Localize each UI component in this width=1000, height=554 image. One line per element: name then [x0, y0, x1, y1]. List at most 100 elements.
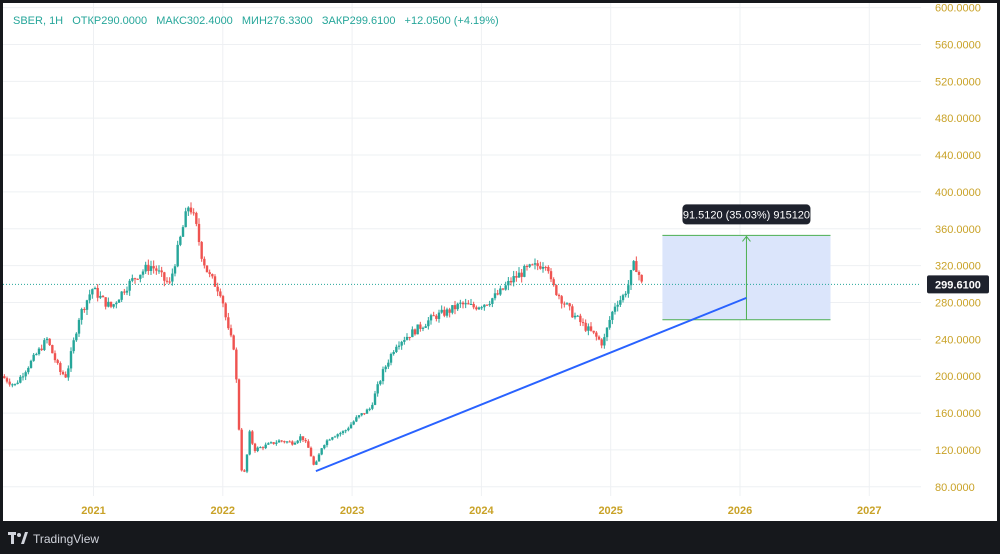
candle-body [235, 349, 238, 380]
candle-body [363, 413, 366, 415]
candle [547, 265, 550, 274]
candle [64, 371, 67, 378]
candle [195, 211, 198, 227]
candle-body [512, 276, 515, 283]
candle-body [461, 302, 465, 305]
candle-body [440, 309, 443, 313]
candle [440, 305, 443, 314]
candle [141, 269, 145, 278]
candle [499, 285, 502, 296]
price-tick-label: 80.0000 [935, 482, 975, 494]
candle-body [176, 244, 179, 267]
candle [83, 307, 86, 313]
price-tick-label: 360.0000 [935, 224, 981, 236]
candle [149, 260, 153, 275]
symbol-label[interactable]: SBER, 1H [13, 15, 64, 27]
candle-body [195, 212, 198, 224]
candle-body [328, 439, 331, 441]
candle-body [160, 270, 163, 273]
candle [424, 323, 427, 328]
candle [37, 347, 41, 356]
candle-body [549, 271, 553, 280]
candle [229, 324, 233, 338]
candle-body [629, 270, 633, 286]
candle-body [163, 272, 166, 281]
candle [629, 269, 633, 290]
candle-body [573, 315, 577, 318]
candle-body [264, 444, 267, 449]
candle [72, 337, 75, 354]
candle-body [493, 293, 497, 299]
candle [552, 277, 555, 287]
candle [517, 267, 521, 278]
time-axis[interactable]: 2021 2022 2023 2024 2025 2026 2027 [81, 505, 881, 517]
candle-body [208, 272, 211, 275]
candle-body [317, 454, 321, 462]
candle [205, 265, 209, 273]
candle [491, 297, 494, 308]
candle-body [179, 236, 182, 245]
candle [203, 256, 206, 269]
candle-body [157, 270, 161, 272]
candle [251, 430, 254, 446]
candle [91, 288, 94, 299]
candle [168, 277, 171, 285]
candle-body [451, 305, 454, 313]
candle [397, 341, 401, 350]
candle [403, 336, 406, 345]
candle [512, 270, 515, 287]
candle [269, 441, 273, 444]
candle-body [35, 354, 38, 356]
year-tick-label: 2022 [211, 505, 235, 517]
candle [181, 225, 185, 237]
candle [445, 307, 449, 318]
candle-body [483, 304, 486, 308]
candle [296, 439, 299, 444]
candle [568, 302, 571, 311]
candle [237, 378, 241, 431]
price-axis[interactable]: 80.0000 120.0000 160.0000 200.0000 240.0000 2… [927, 3, 989, 494]
candle-body [392, 351, 395, 355]
candle-body [571, 306, 574, 318]
candle-body [456, 303, 459, 310]
trendline[interactable] [315, 296, 747, 473]
year-tick-label: 2025 [598, 505, 622, 517]
candle-body [331, 437, 334, 440]
year-tick-label: 2027 [857, 505, 881, 517]
candle-body [603, 337, 606, 346]
candle-body [435, 315, 438, 319]
candle [139, 274, 142, 283]
candle [355, 415, 358, 423]
candle [325, 439, 329, 448]
candle-body [299, 436, 302, 441]
candle [77, 317, 81, 337]
candle-body [613, 306, 617, 312]
candle-body [531, 264, 534, 266]
measure-tool[interactable]: 91.5120 (35.03%) 915120 [662, 204, 831, 321]
candle [331, 436, 334, 441]
price-tick-label: 560.0000 [935, 39, 981, 51]
candle [515, 271, 518, 282]
tradingview-logo-icon[interactable] [8, 532, 28, 546]
candle [173, 264, 177, 277]
candle-body [475, 307, 478, 310]
candle [136, 278, 139, 280]
candle-body [91, 289, 94, 295]
price-chart[interactable]: 91.5120 (35.03%) 915120 80.0000 120.0000 1… [3, 3, 997, 521]
candle-body [229, 328, 233, 336]
candle [584, 319, 587, 333]
candle-body [584, 322, 587, 331]
candle [595, 331, 598, 341]
trendline-segment[interactable] [315, 296, 747, 473]
ohlc-legend: SBER, 1H ОТКР290.0000 МАКС302.4000 МИН27… [13, 15, 505, 27]
candle [408, 336, 411, 341]
candle-body [421, 327, 425, 329]
candle [472, 301, 475, 310]
candle-body [432, 315, 435, 317]
candle [80, 307, 83, 325]
open-value: 290.0000 [101, 15, 148, 27]
candle-body [429, 315, 433, 321]
candle [461, 301, 465, 309]
chart-panel[interactable]: 91.5120 (35.03%) 915120 80.0000 120.0000 1… [3, 3, 997, 521]
candle [557, 293, 561, 300]
